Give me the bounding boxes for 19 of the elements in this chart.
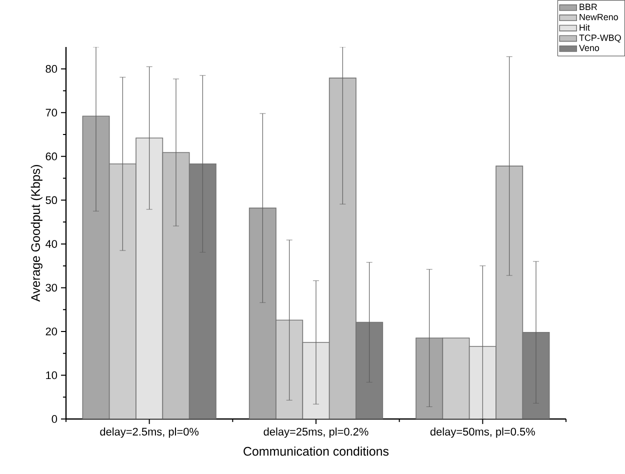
x-tick-label: delay=50ms, pl=0.5% xyxy=(430,428,535,438)
y-tick-label: 40 xyxy=(46,240,58,248)
y-tick-label: 80 xyxy=(46,65,58,73)
y-tick-label: 0 xyxy=(52,415,58,423)
y-tick-label: 10 xyxy=(46,371,58,380)
y-axis-title: Average Goodput (Kbps) xyxy=(30,165,42,302)
y-tick-label: 30 xyxy=(46,284,58,292)
legend-label: BBR xyxy=(580,4,598,10)
y-tick-label: 60 xyxy=(46,152,58,160)
legend-label: Veno xyxy=(579,44,600,52)
x-axis-title: Communication conditions xyxy=(244,446,389,456)
legend-label: TCP-WBQ xyxy=(579,34,621,43)
x-tick-label: delay=25ms, pl=0.2% xyxy=(264,428,368,438)
x-tick-label: delay=2.5ms, pl=0% xyxy=(100,428,199,438)
y-tick-label: 70 xyxy=(46,108,58,117)
legend-label: Hit xyxy=(580,24,590,31)
y-tick-label: 50 xyxy=(46,196,58,204)
legend-label: NewReno xyxy=(580,14,618,20)
y-tick-label: 20 xyxy=(46,328,58,336)
